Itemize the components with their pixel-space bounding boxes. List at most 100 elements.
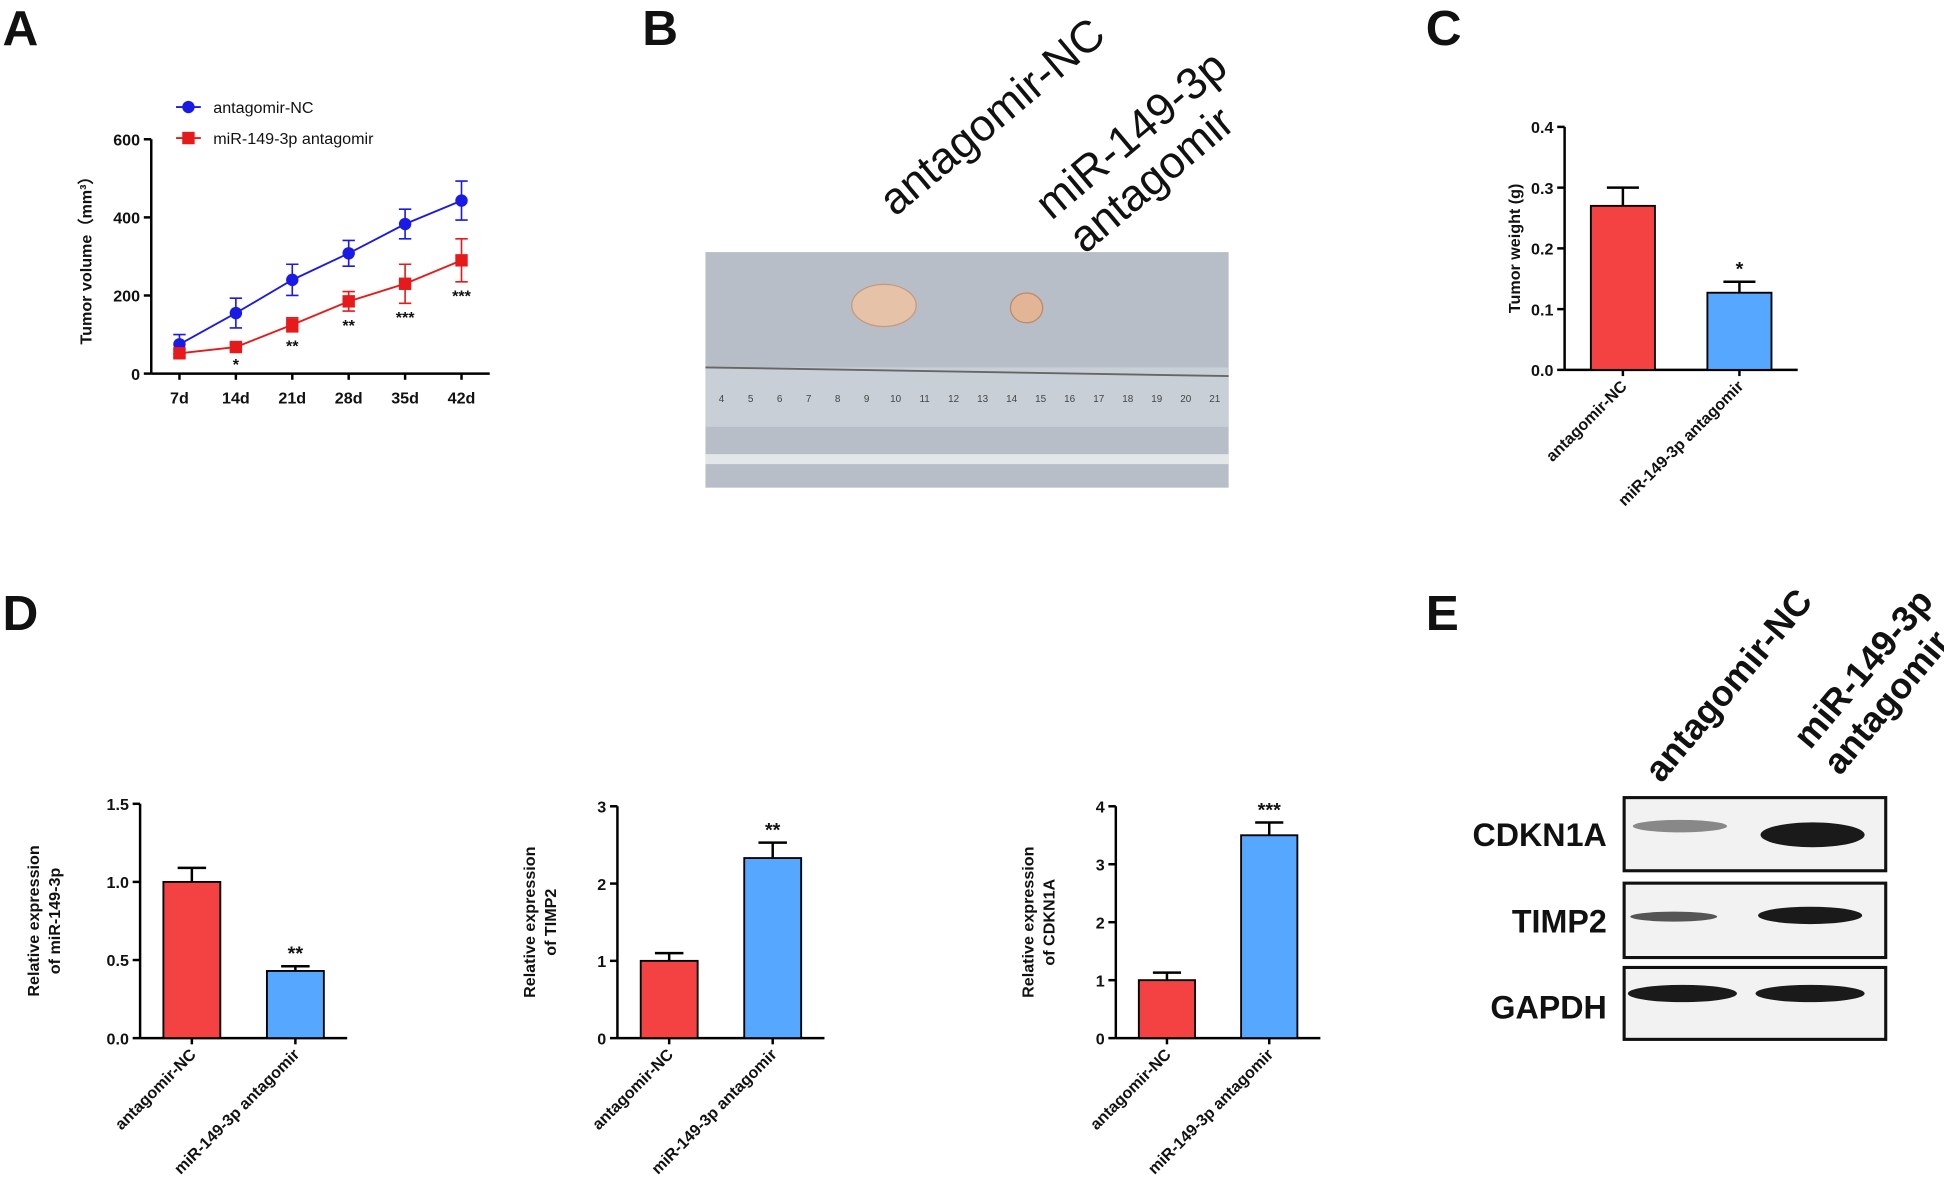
y-tick-label: 3 [1096, 856, 1105, 874]
panel-label: D [2, 585, 38, 641]
y-tick-label: 400 [113, 210, 140, 228]
y-axis-label: of CDKN1A [1040, 878, 1058, 965]
bar [1589, 204, 1656, 371]
significance: ** [765, 819, 781, 841]
legend-label: antagomir-NC [213, 99, 314, 117]
ruler-label: 5 [748, 394, 754, 405]
panel-label: E [1426, 585, 1459, 641]
ruler: 4 5 6 7 8 9 10 11 12 13 14 15 16 17 18 19 20 21 [719, 394, 1221, 405]
significance: ** [342, 317, 355, 335]
series-line [179, 259, 462, 355]
ruler-label: 14 [1006, 394, 1018, 405]
x-tick-label: 35d [391, 389, 419, 407]
x-tick-label: antagomir-NC [112, 1045, 200, 1133]
y-tick-label: 0 [1096, 1030, 1105, 1048]
x-tick-label: antagomir-NC [1543, 377, 1631, 465]
x-tick-label: 14d [222, 389, 250, 407]
y-tick-label: 0.5 [107, 952, 129, 970]
series-line [179, 199, 462, 346]
ruler-label: 11 [919, 394, 930, 405]
y-tick-label: 1.5 [107, 796, 129, 814]
x-tick-label: 28d [335, 389, 363, 407]
error-bar [1606, 186, 1639, 206]
y-axis-label: Relative expression [25, 845, 43, 996]
ruler-label: 19 [1151, 394, 1163, 405]
point [173, 347, 186, 360]
y-tick-label: 0 [597, 1030, 606, 1048]
y-tick-label: 1 [1096, 972, 1105, 990]
panel-label: B [642, 0, 678, 56]
x-tick-label: 21d [278, 389, 306, 407]
x-tick-label: antagomir-NC [1087, 1045, 1175, 1133]
ruler-label: 17 [1093, 394, 1105, 405]
point [229, 340, 243, 354]
western-blot [1622, 796, 1888, 1041]
x-tick-label: 42d [448, 389, 476, 407]
ruler-label: 12 [948, 394, 960, 405]
bar [1240, 834, 1299, 1040]
ruler-label: 20 [1180, 394, 1192, 405]
point [342, 247, 355, 260]
y-axis-label: of miR-149-3p [46, 868, 64, 975]
y-tick-label: 0.2 [1531, 241, 1553, 259]
y-tick-label: 2 [1096, 914, 1105, 932]
significance: * [233, 356, 240, 374]
point [455, 194, 468, 207]
panel-label: A [2, 0, 38, 56]
significance: ** [288, 943, 304, 965]
y-tick-label: 3 [597, 798, 606, 816]
blot-row-label: GAPDH [1490, 989, 1606, 1025]
ruler-label: 21 [1209, 394, 1221, 405]
point [286, 273, 299, 287]
point [398, 277, 412, 290]
bar [743, 857, 803, 1040]
error-bar [177, 866, 207, 882]
y-axis-label: Tumor volume（mm³） [78, 168, 96, 344]
ruler-label: 15 [1035, 394, 1047, 405]
x-tick-label: 7d [170, 389, 189, 407]
y-tick-label: 0.3 [1531, 180, 1553, 198]
blot-row-label: TIMP2 [1512, 904, 1607, 940]
significance: * [1736, 259, 1744, 281]
y-axis-label: of TIMP2 [542, 889, 560, 956]
y-tick-label: 1 [597, 953, 606, 971]
bar [1706, 291, 1773, 371]
ruler-label: 13 [977, 394, 989, 405]
y-tick-label: 0.0 [1531, 362, 1553, 380]
ruler-label: 10 [890, 394, 902, 405]
y-tick-label: 0.4 [1531, 119, 1553, 137]
y-axis-label: Relative expression [521, 847, 539, 998]
blot-row-label: CDKN1A [1473, 817, 1607, 853]
ruler-label: 6 [777, 394, 783, 405]
ruler-label: 9 [864, 394, 870, 405]
y-axis-label: Relative expression [1019, 847, 1037, 998]
point [398, 217, 412, 231]
point [286, 318, 299, 331]
y-tick-label: 1.0 [107, 874, 129, 892]
error-bar [1152, 971, 1182, 981]
legend-label: miR-149-3p antagomir [213, 130, 374, 148]
bar [639, 959, 699, 1040]
ruler-label: 4 [719, 394, 725, 405]
ruler-label: 18 [1122, 394, 1134, 405]
y-tick-label: 0 [131, 366, 140, 384]
y-tick-label: 0.1 [1531, 301, 1553, 319]
blot-column-label: antagomir-NC [1636, 581, 1820, 789]
error-bar [1255, 821, 1284, 836]
ruler-label: 7 [806, 394, 812, 405]
legend-marker [182, 131, 195, 145]
bar [162, 880, 222, 1040]
error-bar [758, 841, 787, 859]
y-tick-label: 600 [113, 131, 140, 149]
bar [265, 970, 325, 1040]
significance: *** [396, 309, 416, 327]
legend-marker [182, 100, 195, 114]
bar [1137, 979, 1197, 1040]
tumor-photo [705, 252, 1229, 488]
y-tick-label: 2 [597, 876, 606, 894]
y-tick-label: 200 [113, 288, 140, 306]
error-bar [1723, 280, 1756, 293]
x-tick-label: miR-149-3p antagomir [1615, 377, 1748, 510]
